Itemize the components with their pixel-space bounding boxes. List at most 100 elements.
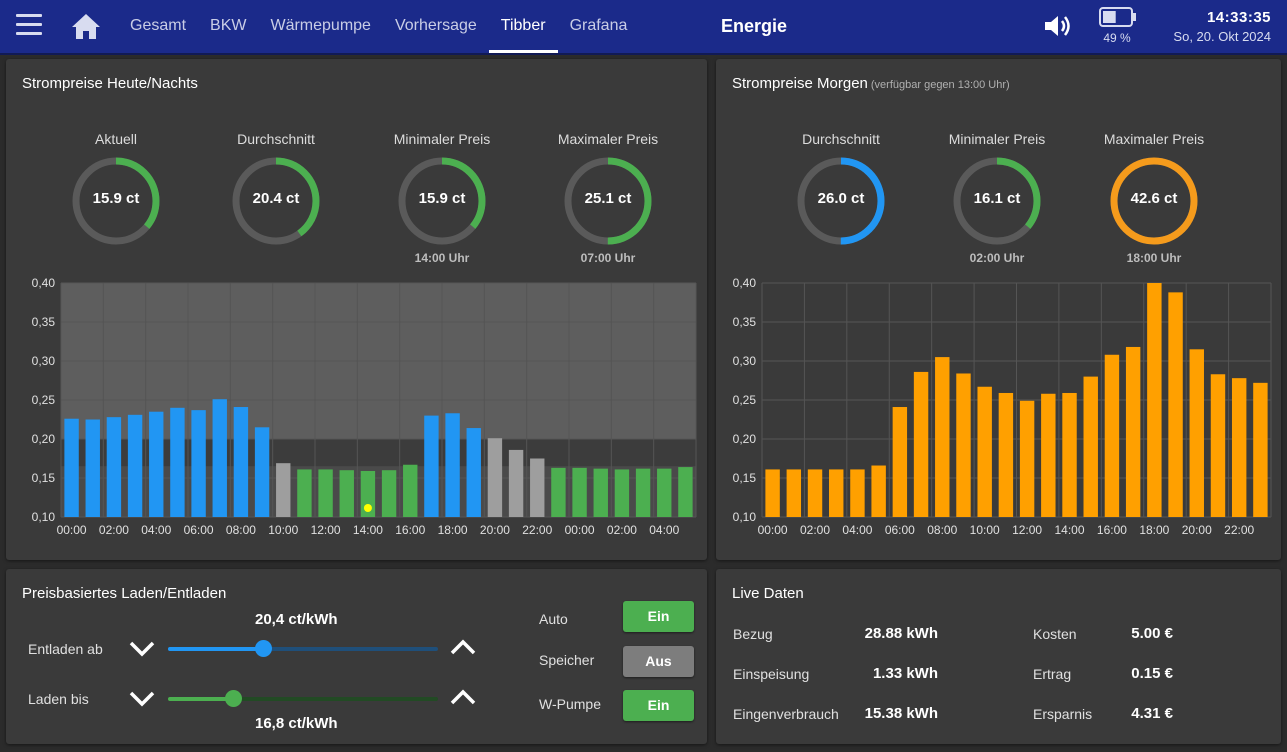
tab-waermepumpe[interactable]: Wärmepumpe xyxy=(270,17,371,34)
toggle-speicher-button[interactable]: Aus xyxy=(623,646,694,677)
chevron-down-icon[interactable] xyxy=(128,684,156,712)
live-label-bezug: Bezug xyxy=(733,626,773,642)
gauge-label: Aktuell xyxy=(94,131,138,147)
chevron-down-icon[interactable] xyxy=(128,634,156,662)
price-bar xyxy=(1125,346,1141,517)
x-tick-label: 06:00 xyxy=(885,523,915,537)
price-bar xyxy=(466,428,481,517)
price-bar xyxy=(892,407,908,517)
price-bar xyxy=(530,458,545,517)
price-bar xyxy=(85,419,100,517)
price-bar xyxy=(297,469,312,517)
price-bar xyxy=(64,418,79,517)
gauge-value: 42.6 ct xyxy=(1130,190,1178,207)
tab-bkw[interactable]: BKW xyxy=(210,17,247,34)
y-tick-label: 0,15 xyxy=(32,471,56,485)
entladen-label: Entladen ab xyxy=(28,641,103,657)
price-bar xyxy=(551,467,566,517)
battery-percent: 49 % xyxy=(1103,31,1131,45)
gauge-label: Maximaler Preis xyxy=(557,131,659,147)
x-tick-label: 20:00 xyxy=(480,523,510,537)
gauge-ring xyxy=(797,157,885,245)
y-tick-label: 0,25 xyxy=(733,393,757,407)
laden-track[interactable] xyxy=(168,690,438,707)
x-tick-label: 00:00 xyxy=(758,523,788,537)
toggle-auto-button[interactable]: Ein xyxy=(623,601,694,632)
x-tick-label: 02:00 xyxy=(800,523,830,537)
price-bar xyxy=(635,468,651,517)
toggle-auto-label: Auto xyxy=(539,611,568,627)
price-bar xyxy=(170,407,185,517)
gauge-label: Durchschnitt xyxy=(237,131,315,147)
x-tick-label: 22:00 xyxy=(522,523,552,537)
price-bar xyxy=(276,463,291,517)
top-app-bar: Gesamt BKW Wärmepumpe Vorhersage Tibber … xyxy=(0,0,1287,55)
x-tick-label: 02:00 xyxy=(99,523,129,537)
gauge-sub: 07:00 Uhr xyxy=(580,251,636,265)
chevron-up-icon[interactable] xyxy=(449,634,477,662)
live-label-ersparnis: Ersparnis xyxy=(1033,706,1093,722)
x-tick-label: 10:00 xyxy=(970,523,1000,537)
x-tick-label: 12:00 xyxy=(1012,523,1042,537)
price-bar xyxy=(1253,382,1268,517)
battery-icon xyxy=(1099,7,1136,27)
price-bar xyxy=(657,468,672,517)
entladen-track[interactable] xyxy=(168,640,438,657)
card-price-charging: Preisbasiertes Laden/Entladen 20,4 ct/kW… xyxy=(6,569,707,744)
live-value-bezug: 28.88 kWh xyxy=(864,625,938,642)
toggle-speicher-label: Speicher xyxy=(539,652,595,668)
card-title-today: Strompreise Heute/Nachts xyxy=(22,75,198,92)
laden-value: 16,8 ct/kWh xyxy=(255,715,338,732)
x-tick-label: 16:00 xyxy=(395,523,425,537)
price-bar xyxy=(233,407,249,517)
price-bar xyxy=(127,414,143,517)
tab-gesamt[interactable]: Gesamt xyxy=(130,17,187,34)
price-bar xyxy=(1147,283,1162,517)
clock-time: 14:33:35 xyxy=(1206,9,1271,26)
gauge-minimaler-preis-morgen: Minimaler Preis 16.1 ct 02:00 Uhr xyxy=(932,131,1062,265)
y-tick-label: 0,40 xyxy=(733,276,757,290)
x-tick-label: 04:00 xyxy=(649,523,679,537)
gauge-value: 15.9 ct xyxy=(92,190,140,207)
laden-slider-handle[interactable] xyxy=(224,690,242,707)
x-tick-label: 16:00 xyxy=(1097,523,1127,537)
entladen-slider-handle[interactable] xyxy=(254,640,272,657)
price-bar xyxy=(212,399,227,517)
battery-status: 49 % xyxy=(1099,7,1139,45)
tab-vorhersage[interactable]: Vorhersage xyxy=(394,17,477,34)
y-tick-label: 0,30 xyxy=(32,354,56,368)
toggle-wpumpe-button[interactable]: Ein xyxy=(623,690,694,721)
price-bar xyxy=(1083,376,1098,517)
price-band-lower xyxy=(61,466,696,517)
card-title-tomorrow-text: Strompreise Morgen xyxy=(732,75,868,92)
price-bar xyxy=(977,386,992,517)
hamburger-icon[interactable] xyxy=(16,14,42,36)
price-band-middle xyxy=(61,439,696,467)
chevron-up-icon[interactable] xyxy=(449,684,477,712)
tab-tibber[interactable]: Tibber xyxy=(488,0,558,53)
price-bar xyxy=(106,417,122,517)
price-bar xyxy=(1019,400,1035,517)
price-bar xyxy=(807,469,823,517)
price-bar xyxy=(1104,354,1120,517)
x-tick-label: 14:00 xyxy=(353,523,383,537)
tab-grafana[interactable]: Grafana xyxy=(569,17,628,34)
gauge-ring xyxy=(1110,157,1198,245)
entladen-value: 20,4 ct/kWh xyxy=(255,611,338,628)
x-tick-label: 22:00 xyxy=(1224,523,1254,537)
app-title: Energie xyxy=(720,16,788,36)
live-label-ertrag: Ertrag xyxy=(1033,666,1072,682)
live-label-einspeisung: Einspeisung xyxy=(733,666,810,682)
price-bar xyxy=(829,469,844,517)
price-bar xyxy=(424,415,439,517)
home-icon[interactable] xyxy=(71,12,101,40)
price-bar xyxy=(1062,392,1077,517)
x-tick-label: 20:00 xyxy=(1182,523,1212,537)
live-value-einspeisung: 1.33 kWh xyxy=(872,665,938,682)
live-label-eigenverbrauch: Eingenverbrauch xyxy=(733,706,839,722)
speaker-icon[interactable] xyxy=(1042,12,1072,40)
x-tick-label: 08:00 xyxy=(927,523,957,537)
live-value-kosten: 5.00 € xyxy=(1131,625,1173,642)
card-prices-tomorrow: Strompreise Morgen (verfügbar gegen 13:00… xyxy=(716,59,1281,560)
